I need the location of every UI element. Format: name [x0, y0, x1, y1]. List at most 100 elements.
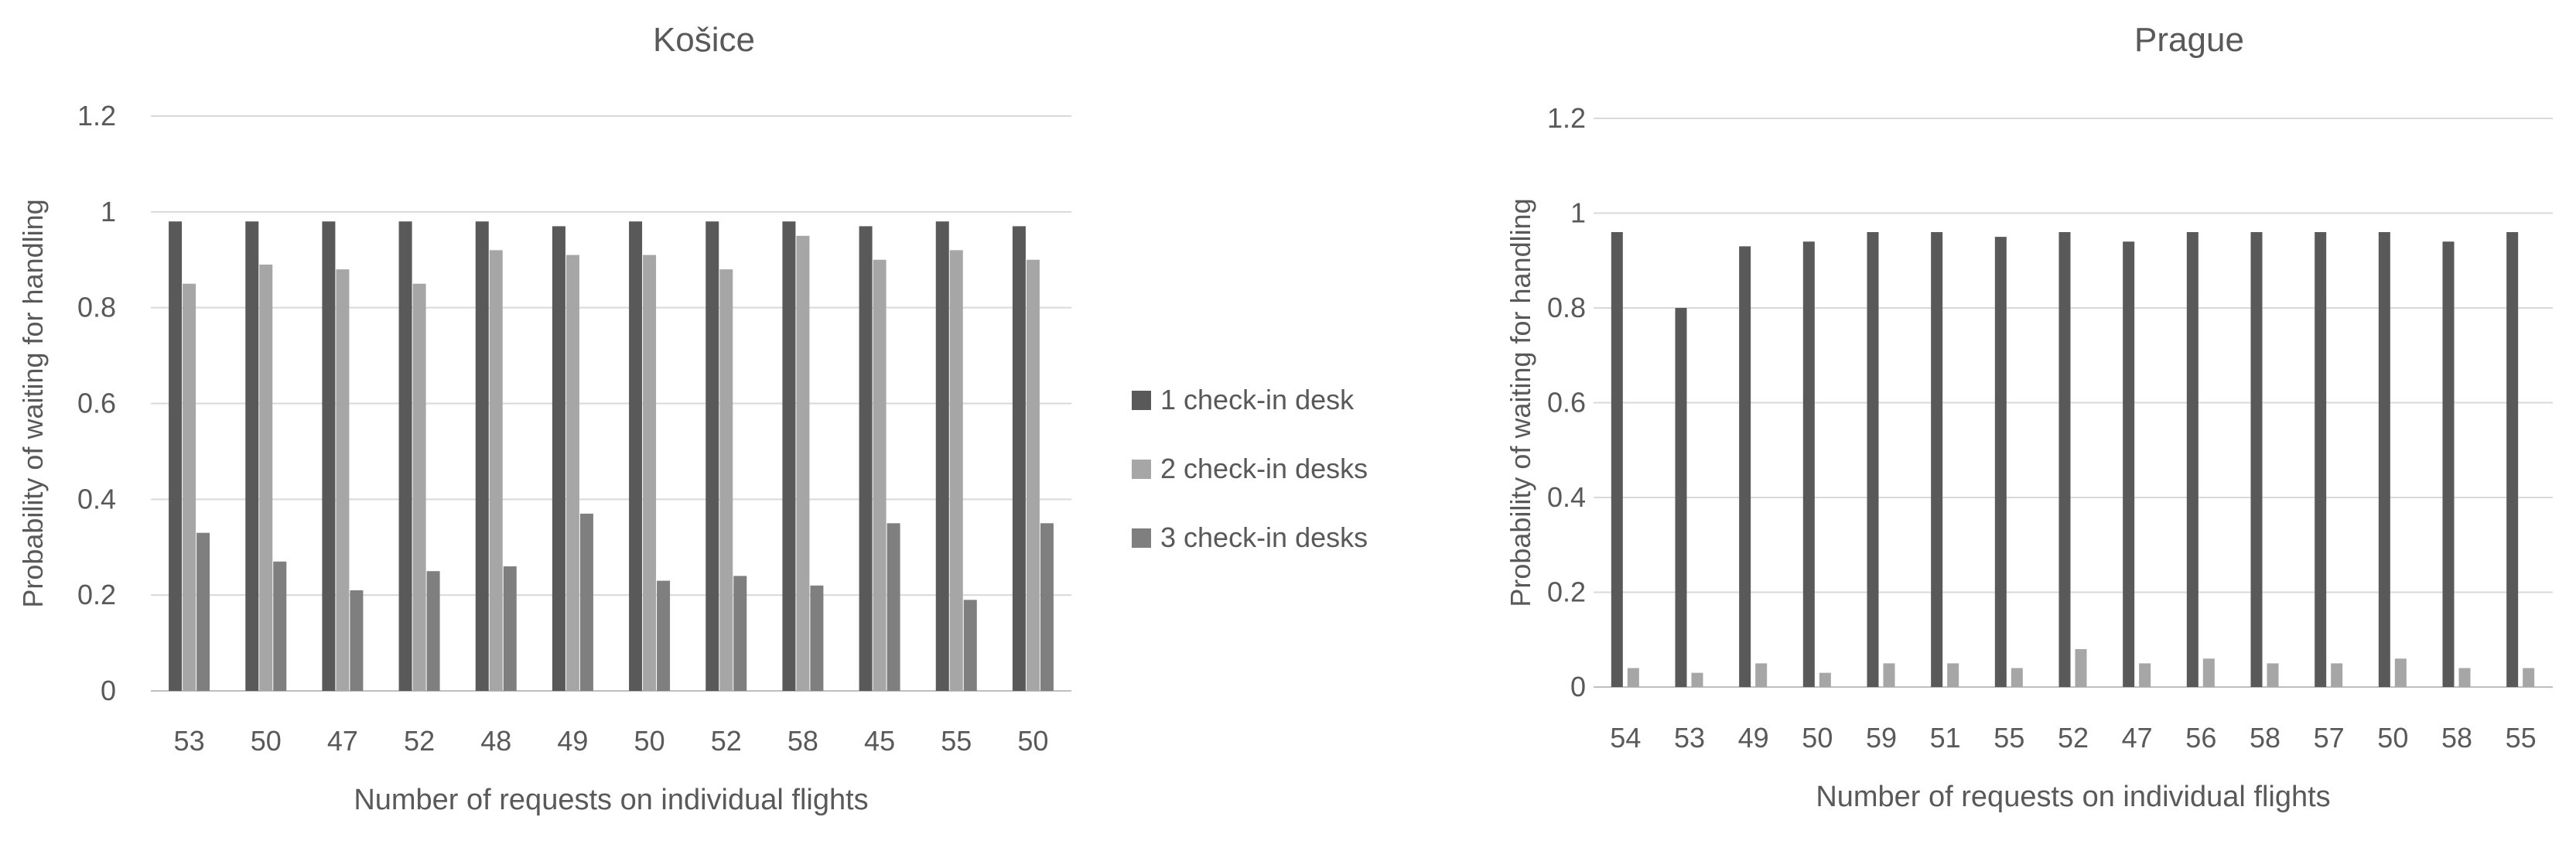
x-tick-label: 52 [711, 725, 742, 757]
x-tick-label: 56 [2185, 722, 2216, 754]
bar [733, 576, 747, 691]
x-tick-label: 50 [634, 725, 665, 757]
bar [412, 283, 426, 691]
bar [629, 221, 643, 691]
bar [643, 255, 657, 691]
bar [196, 532, 210, 691]
legend-swatch [1132, 391, 1151, 410]
bar [1026, 259, 1040, 691]
bar [657, 580, 671, 691]
bar [2394, 658, 2407, 687]
y-tick-label: 0.6 [1547, 387, 1586, 419]
bar [2315, 232, 2327, 687]
y-tick-label: 0.4 [1547, 481, 1586, 513]
bar [1931, 232, 1943, 687]
y-tick-label: 1 [101, 196, 116, 227]
x-tick-label: 49 [557, 725, 588, 757]
bar [949, 250, 963, 691]
x-tick-label: 50 [1802, 722, 1833, 754]
x-tick-label: 50 [1017, 725, 1048, 757]
bar [2075, 649, 2087, 687]
x-tick-label: 45 [864, 725, 895, 757]
bar [796, 235, 810, 692]
bar [1611, 232, 1623, 687]
y-tick-label: 0 [1570, 671, 1586, 703]
bar [2202, 658, 2215, 687]
y-tick-label: 0 [101, 675, 116, 706]
bar [1012, 226, 1026, 691]
bar [2011, 668, 2023, 687]
x-tick-label: 58 [2441, 722, 2472, 754]
bar [719, 269, 733, 692]
bar [1947, 663, 1959, 687]
bar [475, 221, 489, 691]
x-tick-label: 49 [1738, 722, 1769, 754]
legend: 1 check-in desk 2 check-in desks 3 check-i… [1132, 384, 1368, 553]
y-tick-label: 0.8 [77, 292, 116, 323]
x-tick-label: 58 [2250, 722, 2280, 754]
bar [1627, 668, 1639, 687]
x-axis-label: Number of requests on individual flights [1816, 781, 2330, 813]
bar [1819, 672, 1831, 687]
x-tick-label: 50 [251, 725, 282, 757]
y-tick-label: 1.2 [77, 100, 116, 132]
bar [322, 221, 336, 691]
bar [1867, 232, 1879, 687]
y-tick-label: 0.6 [77, 388, 116, 419]
x-tick-label: 48 [480, 725, 511, 757]
x-axis-label: Number of requests on individual flights [354, 784, 868, 816]
bar [565, 255, 579, 691]
legend-label: 3 check-in desks [1160, 521, 1368, 553]
x-tick-label: 50 [2377, 722, 2408, 754]
bar [183, 283, 196, 691]
bar [2139, 663, 2151, 687]
x-tick-label: 52 [2058, 722, 2089, 754]
bar [1994, 237, 2007, 687]
x-tick-label: 54 [1610, 722, 1641, 754]
chart-title: Košice [653, 21, 755, 59]
y-tick-label: 0.2 [77, 579, 116, 610]
chart-kosice: 0 0.2 0.4 0.6 0.8 1 1.2 53 50 47 52 48 49 50 52 58 45 55 5… [17, 21, 1071, 816]
bar [1739, 246, 1751, 687]
y-tick-label: 0.2 [1547, 576, 1586, 608]
y-tick-label: 1.2 [1547, 102, 1586, 134]
bar [2523, 668, 2535, 687]
bar [552, 226, 565, 691]
x-tick-label: 57 [2314, 722, 2345, 754]
bar [426, 571, 440, 691]
legend-label: 1 check-in desk [1160, 384, 1355, 415]
bar [963, 600, 977, 691]
bar [273, 561, 287, 691]
bar [169, 221, 183, 691]
y-tick-label: 0.8 [1547, 292, 1586, 323]
bar [1802, 241, 1815, 687]
bar [2058, 232, 2071, 687]
bar [489, 250, 503, 691]
x-tick-label: 53 [1674, 722, 1705, 754]
bar [887, 523, 900, 691]
bar [245, 221, 259, 691]
x-tick-label: 55 [2506, 722, 2537, 754]
legend-swatch [1132, 460, 1151, 479]
bar [1691, 672, 1703, 687]
x-tick-label: 55 [941, 725, 972, 757]
bar [810, 585, 824, 691]
legend-label: 2 check-in desks [1160, 453, 1368, 484]
y-tick-label: 0.4 [77, 483, 116, 515]
bar [1040, 523, 1054, 691]
x-tick-label: 55 [1993, 722, 2024, 754]
x-tick-label: 58 [787, 725, 818, 757]
bar [1675, 308, 1687, 687]
bar [579, 513, 593, 691]
bar [2458, 668, 2471, 687]
x-tick-label: 53 [174, 725, 205, 757]
bar [859, 226, 873, 691]
x-tick-label: 59 [1866, 722, 1897, 754]
y-axis-label: Probability of waiting for handling [1505, 198, 1536, 607]
bar [1755, 663, 1768, 687]
bar [2267, 663, 2279, 687]
y-axis-label: Probability of waiting for handling [17, 199, 49, 607]
legend-swatch [1132, 528, 1151, 548]
bar [2442, 241, 2455, 687]
